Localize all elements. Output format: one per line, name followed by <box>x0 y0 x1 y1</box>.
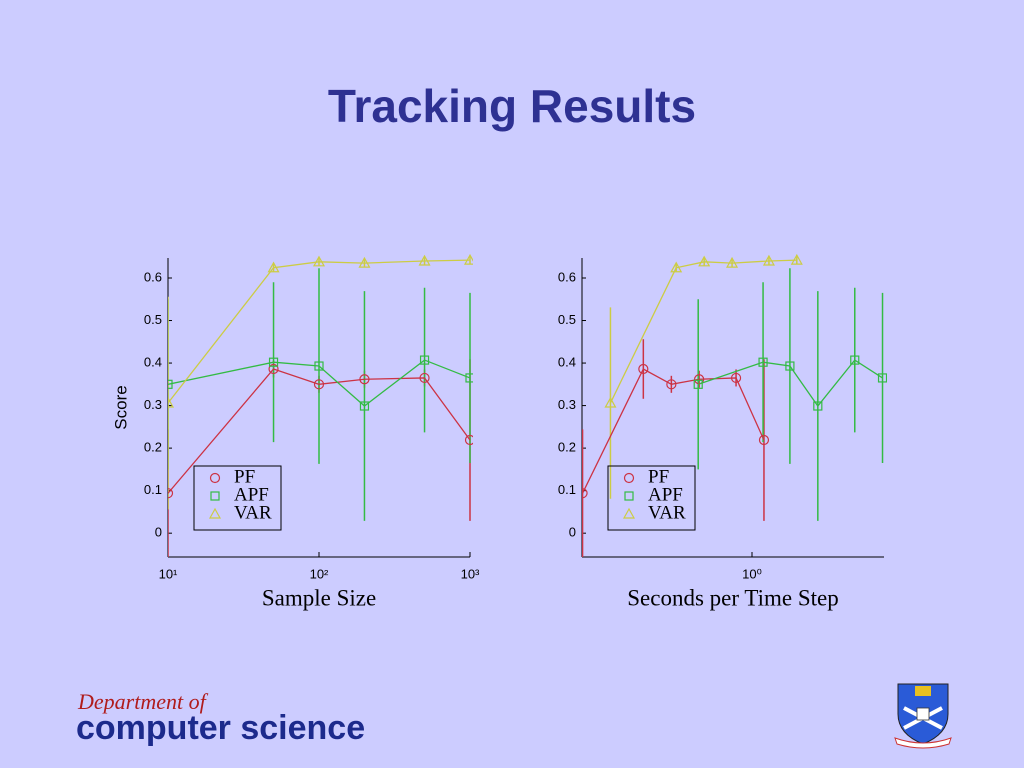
marker <box>813 401 823 411</box>
y-tick-label: 0.2 <box>558 440 576 455</box>
x-axis-label: Sample Size <box>262 585 376 610</box>
marker <box>267 261 280 273</box>
legend-label: APF <box>234 484 269 505</box>
marker <box>465 373 473 383</box>
marker <box>168 488 174 499</box>
y-tick-label: 0.3 <box>558 397 576 412</box>
y-tick-label: 0.1 <box>558 482 576 497</box>
marker <box>670 261 683 273</box>
y-tick-label: 0 <box>155 525 162 540</box>
marker <box>758 434 770 446</box>
y-tick-label: 0.5 <box>558 312 576 327</box>
marker <box>604 396 617 408</box>
marker <box>877 373 887 383</box>
x-tick-label: 10⁰ <box>742 566 762 581</box>
y-tick-label: 0 <box>569 525 576 540</box>
series-line <box>168 368 471 494</box>
marker <box>638 363 649 375</box>
marker <box>785 361 795 371</box>
plot-area <box>168 253 473 557</box>
marker <box>313 379 325 390</box>
marker <box>268 363 279 375</box>
marker <box>698 255 711 267</box>
marker <box>730 372 742 384</box>
crest <box>894 683 952 749</box>
y-axis-label: Score <box>111 385 130 429</box>
legend-label: VAR <box>234 502 272 523</box>
x-tick-label: 10² <box>310 566 329 581</box>
plot-area <box>582 253 887 557</box>
marker <box>312 255 326 267</box>
y-tick-label: 0.1 <box>144 482 162 497</box>
y-tick-label: 0.6 <box>558 269 576 284</box>
marker <box>268 357 279 367</box>
marker <box>758 357 768 367</box>
marker <box>582 488 588 499</box>
legend-marker <box>624 491 634 501</box>
marker <box>464 434 473 446</box>
marker <box>463 253 473 265</box>
marker <box>790 253 803 265</box>
marker <box>850 355 860 365</box>
y-tick-label: 0.6 <box>144 269 162 284</box>
marker <box>666 379 677 390</box>
legend-marker <box>210 491 220 501</box>
legend-label: PF <box>234 466 255 487</box>
legend-label: APF <box>648 484 683 505</box>
slide-title: Tracking Results <box>328 80 696 132</box>
legend-label: VAR <box>648 502 686 523</box>
marker <box>358 256 371 268</box>
series-line <box>168 259 471 404</box>
marker <box>359 374 370 385</box>
marker <box>168 379 173 389</box>
legend-box <box>607 465 696 531</box>
series-line <box>582 368 765 494</box>
x-tick-label: 10¹ <box>159 566 178 581</box>
marker <box>419 372 430 384</box>
marker <box>726 256 739 268</box>
y-tick-label: 0.4 <box>558 354 576 369</box>
footer-cs: computer science <box>76 709 365 747</box>
y-tick-label: 0.4 <box>144 354 162 369</box>
series-line <box>697 359 883 408</box>
legend-marker <box>623 472 635 484</box>
series-line <box>609 259 797 404</box>
legend-box <box>193 465 282 531</box>
marker <box>359 401 370 411</box>
legend-marker <box>209 472 221 484</box>
legend-marker <box>622 507 636 519</box>
y-tick-label: 0.3 <box>144 397 162 412</box>
legend-marker <box>208 507 222 519</box>
marker <box>419 355 430 365</box>
x-tick-label: 10³ <box>461 566 480 581</box>
marker <box>314 361 324 371</box>
x-axis-label: Seconds per Time Step <box>627 585 838 610</box>
y-tick-label: 0.2 <box>144 440 162 455</box>
y-tick-label: 0.5 <box>144 312 162 327</box>
legend-label: PF <box>648 466 669 487</box>
footer-dept: Department of <box>77 689 209 714</box>
marker <box>418 254 431 266</box>
marker <box>168 396 175 408</box>
marker <box>762 254 775 266</box>
marker <box>693 379 703 389</box>
series-line <box>168 359 471 407</box>
